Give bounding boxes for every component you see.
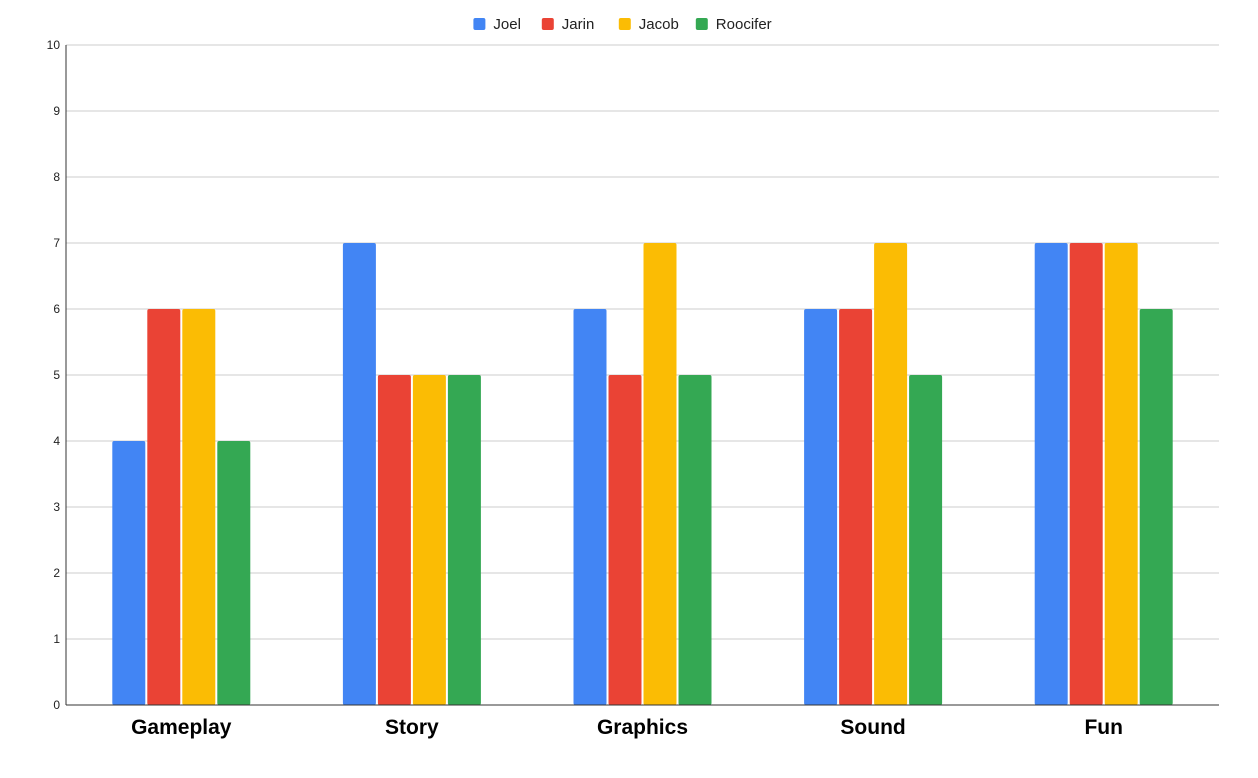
legend-item-roocifer[interactable]: Roocifer — [695, 16, 772, 33]
bar-roocifer-gameplay — [217, 441, 251, 705]
y-axis-ticks: 0 1 2 3 4 5 6 7 8 9 10 — [47, 38, 61, 712]
bar-joel-sound — [804, 309, 838, 705]
y-tick-label: 3 — [53, 500, 60, 514]
y-tick-label: 0 — [53, 698, 60, 712]
gridlines — [66, 44, 1219, 640]
x-axis-ticks: Gameplay Story Graphics Sound Fun — [131, 716, 1123, 739]
x-tick-label: Story — [385, 716, 439, 739]
bar-jacob-story — [412, 375, 446, 705]
x-tick-label: Gameplay — [131, 716, 232, 739]
y-tick-label: 2 — [53, 566, 60, 580]
bar-jarin-sound — [839, 309, 873, 705]
bar-jarin-graphics — [608, 375, 642, 705]
y-tick-label: 6 — [53, 302, 60, 316]
bar-jarin-fun — [1069, 243, 1103, 705]
y-tick-label: 4 — [53, 434, 60, 448]
bar-joel-gameplay — [112, 441, 146, 705]
legend-item-jarin[interactable]: Jarin — [541, 16, 595, 33]
x-tick-label: Graphics — [597, 716, 688, 739]
bar-jacob-gameplay — [182, 309, 216, 705]
x-tick-label: Sound — [840, 716, 905, 739]
bar-jarin-story — [377, 375, 411, 705]
bar-jacob-fun — [1104, 243, 1138, 705]
legend-swatch — [541, 18, 554, 30]
bar-roocifer-fun — [1139, 309, 1173, 705]
legend-label: Jacob — [639, 16, 679, 33]
bar-joel-graphics — [573, 309, 607, 705]
bar-roocifer-story — [447, 375, 481, 705]
bar-joel-fun — [1034, 243, 1068, 705]
axes — [65, 45, 1219, 706]
y-tick-label: 1 — [53, 632, 60, 646]
bar-jacob-graphics — [643, 243, 677, 705]
bars — [112, 243, 1173, 705]
legend-swatch — [695, 18, 708, 30]
legend-label: Roocifer — [716, 16, 772, 33]
y-tick-label: 8 — [53, 170, 60, 184]
legend-item-joel[interactable]: Joel — [473, 16, 521, 33]
legend-swatch — [473, 18, 486, 30]
y-tick-label: 5 — [53, 368, 60, 382]
legend: Joel Jarin Jacob Roocifer — [473, 16, 772, 33]
y-tick-label: 10 — [47, 38, 61, 52]
y-tick-label: 9 — [53, 104, 60, 118]
x-tick-label: Fun — [1084, 716, 1122, 739]
legend-item-jacob[interactable]: Jacob — [618, 16, 679, 33]
legend-swatch — [618, 18, 631, 30]
bar-joel-story — [342, 243, 376, 705]
bar-roocifer-graphics — [678, 375, 712, 705]
y-tick-label: 7 — [53, 236, 60, 250]
bar-jacob-sound — [874, 243, 908, 705]
bar-roocifer-sound — [909, 375, 943, 705]
legend-label: Jarin — [562, 16, 595, 33]
bar-jarin-gameplay — [147, 309, 181, 705]
legend-label: Joel — [493, 16, 521, 33]
